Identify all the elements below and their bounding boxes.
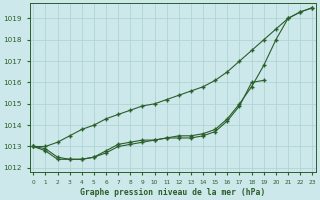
X-axis label: Graphe pression niveau de la mer (hPa): Graphe pression niveau de la mer (hPa) [80, 188, 265, 197]
